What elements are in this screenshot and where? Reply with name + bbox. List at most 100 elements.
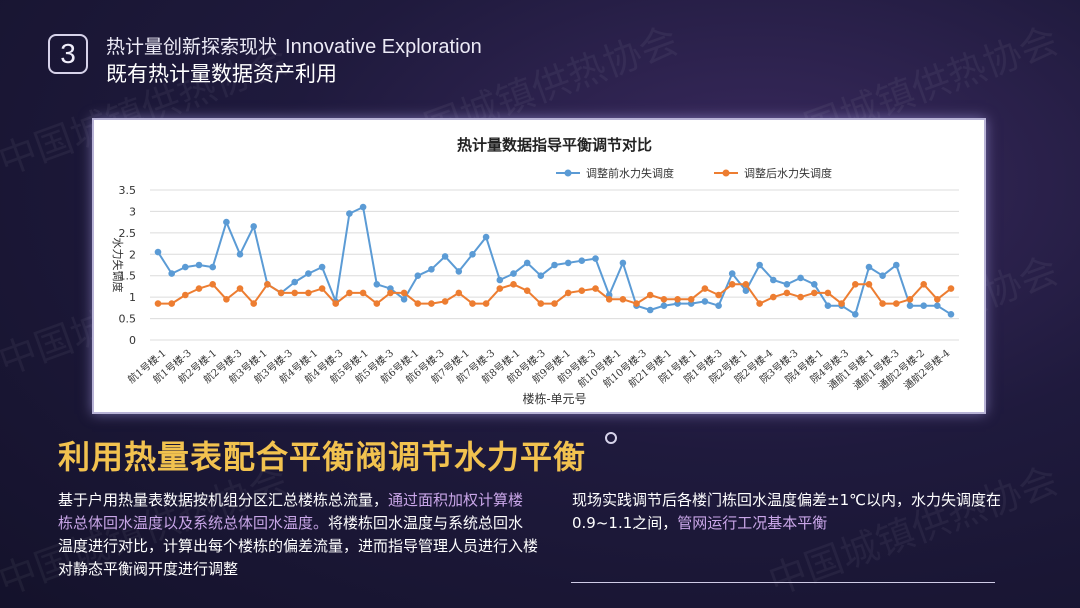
line-chart: 热计量数据指导平衡调节对比00.511.522.533.5水力失调度航1号楼-1… — [111, 136, 959, 406]
data-point — [578, 257, 586, 264]
data-point — [879, 300, 886, 307]
data-point — [770, 276, 777, 284]
data-point — [277, 289, 285, 297]
section-subtitle: 既有热计量数据资产利用 — [106, 62, 337, 86]
paragraph-left-highlight: 通过面积加权计算楼栋总体回水温度以及系统总体回水温度。 — [58, 491, 524, 532]
data-point — [592, 255, 599, 262]
data-point — [852, 311, 859, 318]
data-point — [551, 300, 558, 307]
data-point — [824, 302, 832, 309]
paragraph-left-text-2: 将楼栋回水温度与系统总回水温度进行对比，计算出每个楼栋的偏差流量，进而指导管理人… — [58, 514, 539, 578]
y-axis-label: 水力失调度 — [111, 238, 125, 293]
data-point — [455, 289, 463, 297]
data-point — [414, 300, 422, 307]
data-point — [223, 296, 230, 303]
data-point — [838, 300, 845, 307]
legend-marker — [722, 169, 730, 177]
data-point — [701, 298, 709, 305]
data-point — [182, 291, 189, 299]
data-point — [414, 272, 422, 279]
divider-line — [571, 582, 995, 583]
data-point — [523, 287, 531, 294]
data-point — [646, 306, 654, 314]
data-point — [551, 261, 558, 269]
data-point — [469, 300, 476, 307]
data-point — [195, 261, 203, 269]
data-point — [236, 285, 244, 292]
data-point — [605, 296, 613, 303]
data-point — [209, 281, 216, 288]
data-point — [359, 289, 367, 297]
data-point — [209, 263, 216, 271]
section-title-en: Innovative Exploration — [285, 36, 482, 58]
y-tick-label: 1 — [129, 291, 136, 304]
data-point — [578, 287, 586, 294]
data-point — [947, 311, 955, 318]
data-point — [564, 289, 572, 297]
legend-label: 调整前水力失调度 — [586, 166, 674, 180]
data-point — [920, 281, 927, 288]
data-point — [920, 302, 927, 309]
data-point — [537, 272, 545, 279]
data-point — [537, 300, 545, 307]
data-point — [646, 291, 654, 299]
data-point — [619, 296, 627, 303]
section-title-cn: 热计量创新探索现状 — [106, 36, 278, 58]
data-point — [865, 281, 873, 288]
data-point — [264, 281, 271, 288]
data-point — [728, 270, 736, 277]
data-point — [934, 296, 941, 303]
data-point — [346, 289, 353, 297]
data-point — [305, 289, 312, 297]
data-point — [469, 251, 476, 258]
data-point — [674, 296, 681, 303]
data-point — [728, 281, 736, 288]
data-point — [947, 285, 955, 292]
data-point — [250, 223, 257, 230]
data-point — [428, 300, 435, 307]
y-tick-label: 1.5 — [119, 270, 137, 283]
data-point — [387, 289, 394, 297]
section-number-badge: 3 — [48, 34, 88, 74]
data-point — [906, 302, 914, 309]
data-point — [660, 302, 668, 309]
data-point — [797, 293, 804, 301]
y-tick-label: 2.5 — [119, 227, 137, 240]
data-point — [291, 278, 298, 286]
chart-title: 热计量数据指导平衡调节对比 — [457, 136, 652, 154]
data-point — [797, 274, 804, 282]
data-point — [373, 300, 381, 307]
data-point — [824, 289, 832, 297]
x-axis-label: 楼栋-单元号 — [522, 391, 586, 406]
data-point — [510, 281, 517, 288]
data-point — [564, 259, 572, 267]
data-point — [756, 261, 763, 269]
data-point — [879, 272, 886, 279]
data-point — [455, 268, 463, 275]
data-point — [318, 285, 326, 292]
slide-heading: 利用热量表配合平衡阀调节水力平衡 — [58, 438, 587, 476]
series-line — [157, 206, 952, 316]
data-point — [195, 285, 203, 292]
data-point — [783, 281, 791, 288]
data-point — [223, 218, 230, 226]
data-point — [305, 270, 312, 277]
data-point — [687, 296, 695, 303]
data-point — [250, 300, 257, 307]
data-point — [168, 300, 175, 307]
data-point — [154, 248, 162, 256]
section-title: 热计量创新探索现状 Innovative Exploration — [106, 32, 482, 59]
data-point — [236, 251, 244, 258]
data-point — [934, 302, 941, 309]
data-point — [496, 285, 504, 292]
data-point — [496, 276, 504, 284]
y-tick-label: 2 — [129, 248, 136, 261]
y-tick-label: 0 — [129, 334, 136, 347]
data-point — [715, 291, 722, 299]
y-tick-label: 3 — [129, 205, 136, 218]
data-point — [428, 266, 435, 273]
data-point — [893, 261, 900, 269]
data-point — [168, 270, 175, 277]
data-point — [756, 300, 763, 307]
data-point — [291, 289, 298, 297]
